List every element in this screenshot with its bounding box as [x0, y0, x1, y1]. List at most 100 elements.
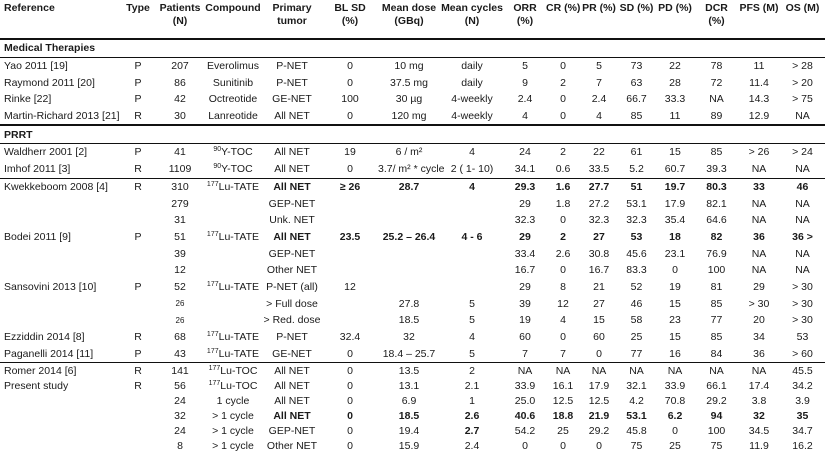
- cell-sd: 52: [630, 280, 643, 293]
- cell-compound: Everolimus: [207, 60, 259, 73]
- cell-os: 35: [796, 409, 809, 422]
- cell-os: > 75: [792, 93, 813, 106]
- cell-sd: 45.8: [626, 424, 647, 437]
- header-sd: SD (%): [618, 0, 655, 40]
- cell-compound: 177Lu-TATE: [204, 329, 262, 346]
- cell-mean-cycles: daily: [461, 60, 483, 73]
- cell-type: [120, 393, 156, 408]
- cell-pfs: 34.5: [748, 424, 770, 437]
- cell-bl-sd: 0: [347, 409, 353, 422]
- cell-mean-cycles: [440, 262, 504, 279]
- cell-patients: 1109: [156, 160, 204, 179]
- cell-mean-dose: 25.2 – 26.4: [382, 230, 436, 243]
- cell-type: [120, 245, 156, 262]
- cell-cr: 12.5: [552, 394, 574, 407]
- cell-cr: 4: [560, 314, 566, 327]
- cell-cr: 2: [560, 230, 566, 243]
- cell-primary-tumor: P-NET (all): [266, 280, 318, 293]
- cell-patients: 207: [171, 60, 189, 73]
- cell-dcr: 76.9: [706, 247, 727, 260]
- cell-sd: 58: [630, 314, 643, 327]
- cell-pd: 28: [669, 76, 681, 89]
- cell-pd: 23.1: [664, 247, 686, 260]
- cell-primary-tumor: All NET: [274, 379, 310, 392]
- cell-mean-cycles: 2.6: [464, 409, 480, 422]
- cell-orr: 54.2: [514, 424, 536, 437]
- cell-pd: 11: [655, 107, 695, 127]
- cell-reference: [0, 262, 120, 279]
- cell-type: R: [120, 160, 156, 179]
- cell-sd: 5.2: [618, 160, 655, 179]
- cell-sd: 32.1: [626, 379, 647, 392]
- cell-cr: 1.6: [555, 180, 571, 193]
- cell-cr: 0.6: [546, 160, 580, 179]
- cell-mean-dose: 37.5 mg: [390, 76, 428, 89]
- compound-name: Lu-TATE: [218, 331, 260, 344]
- cell-os: > 20: [792, 76, 813, 89]
- cell-cr: 7: [546, 345, 580, 364]
- cell-pfs: NA: [738, 160, 780, 179]
- cell-pr: 21: [593, 280, 605, 293]
- cell-primary-tumor: Unk. NET: [269, 214, 315, 227]
- cell-dcr: 85: [710, 297, 723, 310]
- cell-pd: 16: [655, 345, 695, 364]
- cell-pfs: NA: [751, 264, 767, 277]
- cell-primary-tumor: GEP-NET: [268, 197, 316, 210]
- compound-name: Lu-TATE: [218, 180, 260, 193]
- cell-compound: Lanreotide: [204, 107, 262, 127]
- cell-dcr: 94: [710, 409, 723, 422]
- table-row: 32 > 1 cycle All NET 0 18.5 2.6 40.6 18.8 21.9 53…: [0, 408, 825, 423]
- cell-patients: 52: [174, 280, 186, 293]
- cell-pr: 27.2: [588, 197, 610, 210]
- header-row: Reference Type Patients (N) Compound Primary…: [0, 0, 825, 40]
- cell-bl-sd: 19: [344, 146, 356, 159]
- cell-pr: 60: [593, 331, 605, 344]
- table-row: Ezziddin 2014 [8] R 68 177Lu-TATE P-NET 32.4 3…: [0, 329, 825, 346]
- cell-mean-cycles: 4 - 6: [461, 230, 483, 243]
- cell-reference: [0, 408, 120, 423]
- header-pfs: PFS (M): [738, 0, 780, 40]
- cell-pd: 0: [672, 424, 678, 437]
- cell-pfs: 20: [753, 314, 765, 327]
- cell-mean-cycles: 2: [469, 364, 475, 377]
- cell-sd: 45.6: [626, 247, 647, 260]
- cell-mean-dose: [378, 262, 440, 279]
- cell-pr: 0: [580, 345, 618, 364]
- compound-name: Lu-TATE: [218, 280, 260, 293]
- cell-pr: 15: [593, 314, 605, 327]
- cell-mean-dose: 10 mg: [394, 60, 424, 73]
- cell-pd: 19.7: [664, 180, 686, 193]
- table-row: Raymond 2011 [20] P 86 Sunitinib P-NET 0 37.5 …: [0, 74, 825, 91]
- cell-patients: 68: [174, 331, 186, 344]
- cell-orr: 33.9: [514, 379, 536, 392]
- cell-mean-cycles: 5: [440, 345, 504, 364]
- cell-sd: 46: [630, 297, 643, 310]
- cell-compound: > 1 cycle: [212, 439, 254, 452]
- cell-orr: 34.1: [504, 160, 546, 179]
- cell-type: [120, 408, 156, 423]
- cell-bl-sd: 0: [322, 107, 378, 127]
- cell-orr: 60: [519, 331, 531, 344]
- cell-os: NA: [795, 264, 810, 277]
- header-mean-dose: Mean dose (GBq): [378, 0, 440, 40]
- cell-type: P: [134, 60, 142, 73]
- table-body: Medical Therapies Yao 2011 [19] P 207 Everol…: [0, 39, 825, 453]
- cell-bl-sd: [322, 312, 378, 329]
- cell-os: 36 >: [792, 230, 813, 243]
- cell-reference: Yao 2011 [19]: [4, 60, 68, 73]
- cell-patients: 42: [174, 93, 186, 106]
- table-row: Romer 2014 [6] R 141 177Lu-TOC All NET 0 13.5 2…: [0, 363, 825, 379]
- cell-type: R: [134, 180, 142, 193]
- cell-type: P: [134, 146, 142, 159]
- cell-cr: 0: [546, 107, 580, 127]
- cell-bl-sd: 0: [347, 379, 353, 392]
- cell-cr: 0: [560, 264, 566, 277]
- cell-orr: 2.4: [517, 93, 533, 106]
- cell-reference: [0, 245, 120, 262]
- table-row: Yao 2011 [19] P 207 Everolimus P-NET 0 10 mg da…: [0, 57, 825, 74]
- cell-dcr: 78: [710, 60, 723, 73]
- cell-cr: 12: [557, 297, 569, 310]
- cell-bl-sd: [322, 195, 378, 212]
- header-type: Type: [120, 0, 156, 40]
- cell-bl-sd: 12: [344, 280, 356, 293]
